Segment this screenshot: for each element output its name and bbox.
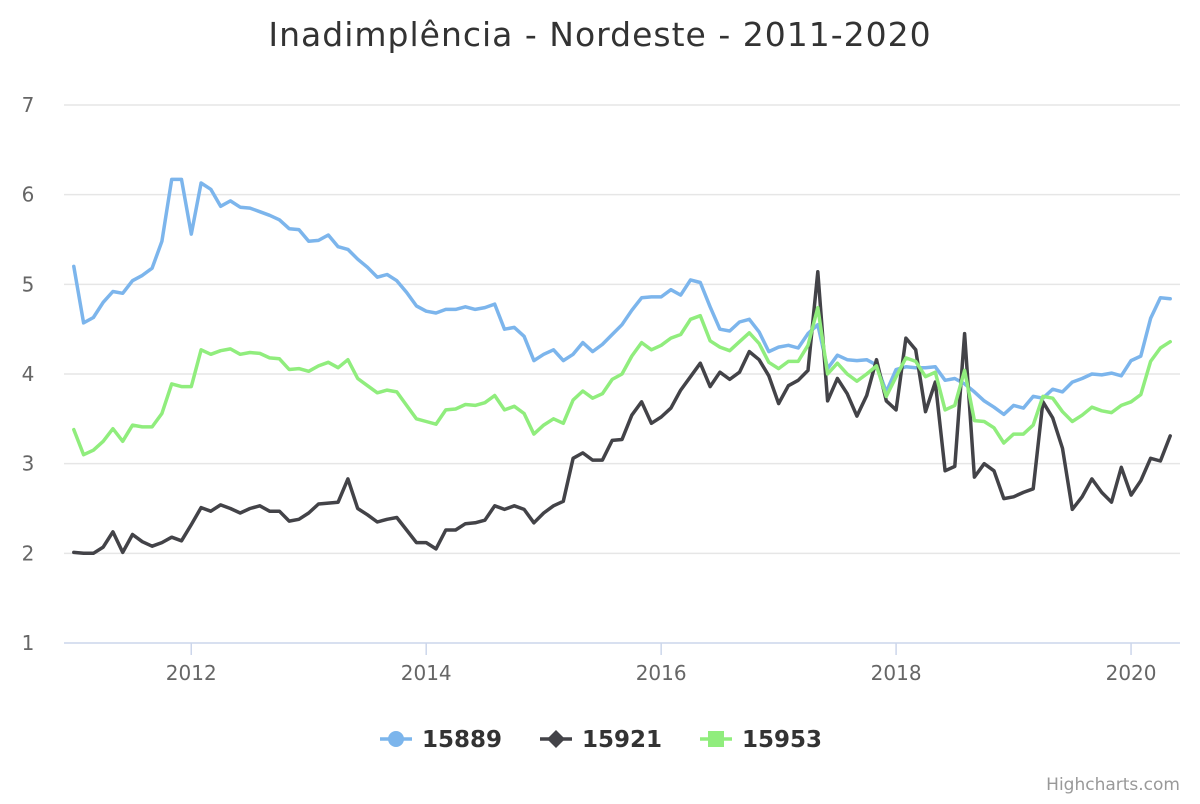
- legend-item-15921[interactable]: 15921: [540, 727, 662, 753]
- y-tick-label: 5: [22, 272, 35, 296]
- x-tick-label: 2014: [401, 661, 452, 685]
- legend-item-15953[interactable]: 15953: [700, 727, 822, 753]
- legend-label: 15953: [742, 727, 822, 753]
- x-tick-label: 2016: [636, 661, 687, 685]
- y-tick-label: 2: [22, 541, 35, 565]
- y-tick-label: 1: [22, 631, 35, 655]
- series-line-15953[interactable]: [72, 305, 1172, 457]
- x-axis: 2012 2014 2016 2018 2020: [64, 642, 1180, 685]
- legend-label: 15921: [582, 727, 662, 753]
- legend: 15889 15921 15953: [380, 727, 822, 753]
- x-tick-label: 2018: [871, 661, 922, 685]
- y-axis: 1 2 3 4 5 6 7: [22, 93, 35, 655]
- series-line-15889[interactable]: [72, 177, 1172, 417]
- y-tick-label: 7: [22, 93, 35, 117]
- grid-lines: [64, 104, 1180, 555]
- legend-square-icon: [708, 731, 724, 747]
- chart-title: Inadimplência - Nordeste - 2011-2020: [268, 15, 931, 54]
- x-tick-label: 2012: [166, 661, 217, 685]
- y-tick-label: 3: [22, 452, 35, 476]
- legend-diamond-icon: [547, 730, 565, 748]
- series-line-15921[interactable]: [72, 270, 1172, 556]
- x-tick-label: 2020: [1106, 661, 1157, 685]
- y-tick-label: 6: [22, 183, 35, 207]
- legend-circle-icon: [388, 731, 404, 747]
- legend-label: 15889: [422, 727, 502, 753]
- legend-item-15889[interactable]: 15889: [380, 727, 502, 753]
- series-lines: [72, 177, 1172, 556]
- y-tick-label: 4: [22, 362, 35, 386]
- credits-link[interactable]: Highcharts.com: [1046, 775, 1180, 795]
